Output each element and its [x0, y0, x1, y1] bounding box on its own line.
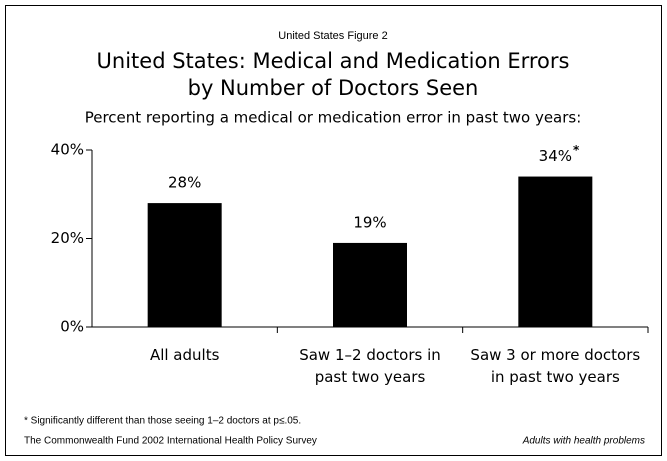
bar [147, 203, 222, 327]
x-tick-label-line: Saw 3 or more doctors [470, 346, 640, 364]
value-label: 34% [539, 147, 572, 165]
figure-label: United States Figure 2 [278, 30, 387, 42]
chart-title: by Number of Doctors Seen [188, 76, 479, 100]
significance-marker: * [573, 143, 580, 157]
value-label: 28% [168, 174, 201, 192]
bar [333, 242, 407, 327]
x-tick-label-line: past two years [315, 368, 426, 386]
footnote: * Significantly different than those see… [24, 416, 301, 427]
note: Adults with health problems [522, 436, 645, 447]
frame [5, 5, 662, 456]
x-tick-label: All adults [150, 346, 220, 364]
chart-subtitle: Percent reporting a medical or medicatio… [85, 109, 582, 127]
x-tick-label-line: Saw 1–2 doctors in [299, 346, 441, 364]
source: The Commonwealth Fund 2002 International… [24, 436, 317, 447]
bar [518, 176, 593, 327]
x-tick-label: Saw 1–2 doctors in past two years [299, 346, 441, 386]
x-tick-label-line: All adults [150, 346, 220, 364]
y-tick-label: 40% [51, 141, 84, 159]
y-tick-label: 0% [60, 318, 84, 336]
x-tick-label: Saw 3 or more doctors in past two years [470, 346, 640, 386]
chart-title: United States: Medical and Medication Er… [97, 49, 570, 73]
y-tick-label: 20% [51, 229, 84, 247]
value-label: 19% [353, 213, 386, 231]
x-tick-label-line: in past two years [491, 368, 620, 386]
